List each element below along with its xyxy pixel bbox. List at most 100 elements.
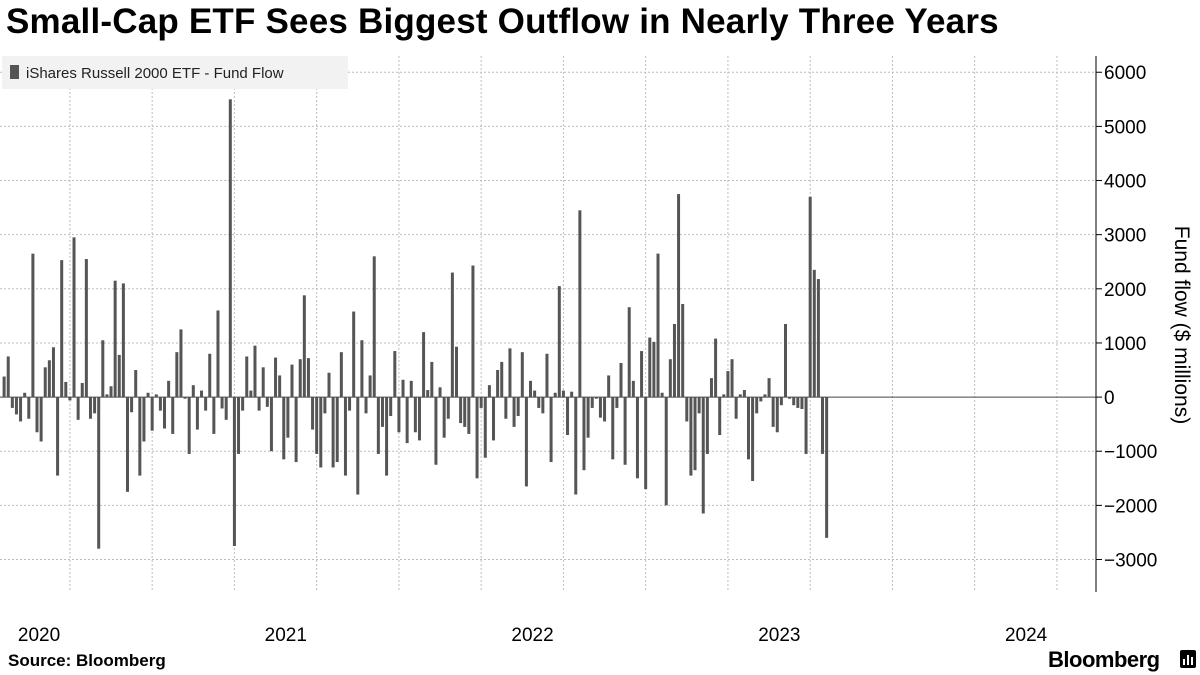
bar [130, 397, 134, 413]
y-tick-label: 4000 [1104, 172, 1146, 193]
bar [290, 364, 294, 398]
bar [467, 397, 471, 434]
horizontal-gridlines [0, 71, 1096, 561]
bar [183, 397, 187, 399]
bar [512, 397, 516, 427]
bar [755, 397, 759, 414]
bar [615, 397, 619, 408]
bar [508, 348, 512, 398]
bar [800, 397, 804, 409]
bar [463, 397, 467, 427]
bar [524, 397, 528, 487]
bar [84, 259, 88, 398]
bar [726, 371, 730, 398]
bar [561, 390, 565, 398]
bar [718, 397, 722, 435]
bar [282, 397, 286, 460]
bar [705, 397, 709, 454]
bar [459, 397, 463, 424]
bar [212, 397, 216, 434]
bar [261, 367, 265, 398]
bar [417, 397, 421, 441]
bar [389, 397, 393, 417]
bar [294, 397, 298, 463]
bar [154, 394, 158, 398]
bar [644, 397, 648, 490]
bar [598, 397, 602, 418]
bloomberg-logo-text: Bloomberg [1048, 647, 1160, 672]
bar [72, 237, 76, 398]
bar [631, 380, 635, 398]
bar [401, 379, 405, 398]
bar [763, 394, 767, 398]
bar [660, 392, 664, 398]
y-tick-label: 3000 [1104, 226, 1146, 247]
bar [446, 397, 450, 419]
bar [10, 397, 14, 408]
bar [352, 311, 356, 398]
bar [113, 280, 117, 398]
bar [405, 397, 409, 444]
bar [121, 283, 125, 398]
bar [709, 378, 713, 398]
y-tick-label: 1000 [1104, 334, 1146, 355]
bar [146, 392, 150, 398]
bar [298, 359, 302, 398]
bar [607, 375, 611, 398]
bar [14, 397, 18, 415]
bar [274, 357, 278, 398]
bar [224, 397, 228, 420]
bar [93, 397, 97, 414]
bar [426, 390, 430, 398]
bar [368, 375, 372, 398]
bar [6, 356, 10, 398]
bar [142, 397, 146, 442]
bar [138, 397, 142, 476]
bar [541, 397, 545, 414]
bar [413, 397, 417, 433]
bar [220, 397, 224, 409]
bar [216, 310, 220, 398]
y-tick-label: 6000 [1104, 63, 1146, 84]
bar [97, 397, 101, 549]
bar [672, 324, 676, 398]
bar [483, 397, 487, 458]
y-axis-title: Fund flow ($ millions) [1170, 226, 1193, 424]
bar [249, 390, 253, 398]
chart-title: Small-Cap ETF Sees Biggest Outflow in Ne… [6, 2, 999, 41]
vertical-gridlines [69, 56, 1058, 592]
bar [689, 397, 693, 476]
bar [701, 397, 705, 514]
bar [134, 370, 138, 398]
bar [385, 397, 389, 476]
bar [117, 354, 121, 398]
bar [380, 397, 384, 427]
bar [537, 397, 541, 408]
bar [590, 397, 594, 408]
bar [455, 346, 458, 398]
bar [269, 397, 273, 452]
bar [265, 397, 269, 407]
bar [722, 394, 726, 398]
y-axis-ticks: 6000 5000 4000 3000 2000 1000 0 −1000 −2000 −3000 [1096, 63, 1157, 572]
bar [43, 367, 47, 398]
bar [323, 397, 327, 414]
bar [825, 397, 829, 538]
bar [557, 286, 561, 398]
bar [438, 387, 442, 398]
bar [200, 390, 204, 398]
bar [656, 253, 660, 398]
bar [109, 386, 113, 398]
bar [730, 359, 734, 398]
x-tick-label: 2024 [1005, 625, 1048, 646]
bar [376, 397, 380, 454]
bar [158, 397, 162, 411]
bar [677, 194, 681, 398]
bar [35, 397, 39, 433]
bar [175, 352, 179, 398]
bar [594, 397, 598, 399]
x-axis-year-labels: 2020 2021 2022 2023 2024 [18, 625, 1048, 646]
bar [788, 397, 792, 399]
bar [821, 397, 825, 454]
bar [492, 397, 496, 441]
